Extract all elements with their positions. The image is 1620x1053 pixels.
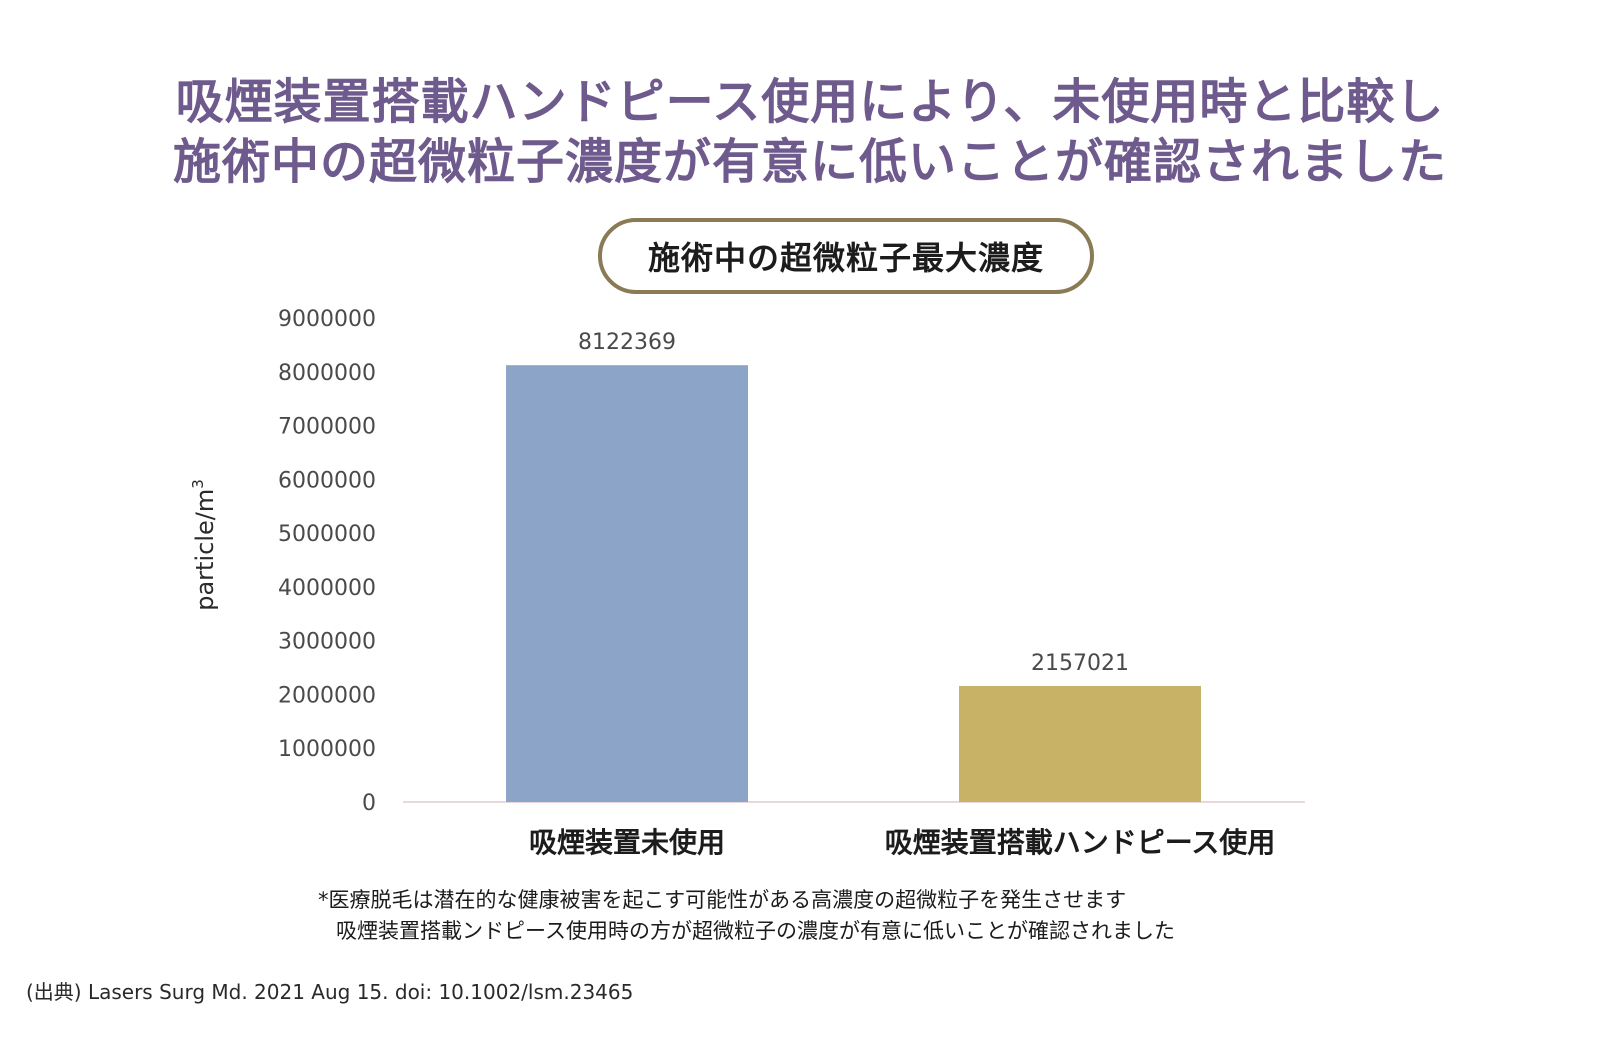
bar: [959, 686, 1201, 802]
footnote-line-1: *医療脱毛は潜在的な健康被害を起こす可能性がある高濃度の超微粒子を発生させます: [318, 888, 1127, 912]
footnote-line-2: 吸煙装置搭載ンドピース使用時の方が超微粒子の濃度が有意に低いことが確認されました: [336, 919, 1175, 943]
y-axis-title: particle/m3: [189, 479, 219, 611]
category-labels: 吸煙装置未使用 吸煙装置搭載ハンドピース使用: [529, 826, 1275, 859]
y-tick-label: 1000000: [278, 737, 376, 762]
bar-value-label: 8122369: [578, 330, 676, 355]
category-label: 吸煙装置搭載ハンドピース使用: [885, 826, 1276, 859]
category-label: 吸煙装置未使用: [529, 826, 725, 859]
y-tick-label: 9000000: [278, 307, 376, 332]
y-tick-label: 7000000: [278, 415, 376, 440]
chart-title: 施術中の超微粒子最大濃度: [598, 218, 1094, 294]
data-labels: 8122369 2157021: [578, 330, 1129, 676]
y-tick-label: 8000000: [278, 361, 376, 386]
y-axis-ticks: 0 1000000 2000000 3000000 4000000 5000000 6000…: [278, 307, 376, 816]
y-tick-label: 4000000: [278, 576, 376, 601]
y-tick-label: 0: [362, 791, 376, 816]
bar-value-label: 2157021: [1031, 651, 1129, 676]
y-tick-label: 5000000: [278, 522, 376, 547]
y-tick-label: 6000000: [278, 468, 376, 493]
y-tick-label: 3000000: [278, 630, 376, 655]
source-citation: (出典) Lasers Surg Md. 2021 Aug 15. doi: 1…: [26, 980, 634, 1004]
y-axis-title-text: particle/m: [191, 489, 219, 611]
bar: [506, 365, 748, 802]
y-axis-title-superscript: 3: [189, 479, 207, 489]
headline-line-2: 施術中の超微粒子濃度が有意に低いことが確認されました: [172, 134, 1447, 190]
headline-line-1: 吸煙装置搭載ハンドピース使用により、未使用時と比較し: [175, 74, 1445, 130]
bars: [506, 365, 1201, 802]
y-tick-label: 2000000: [278, 683, 376, 708]
